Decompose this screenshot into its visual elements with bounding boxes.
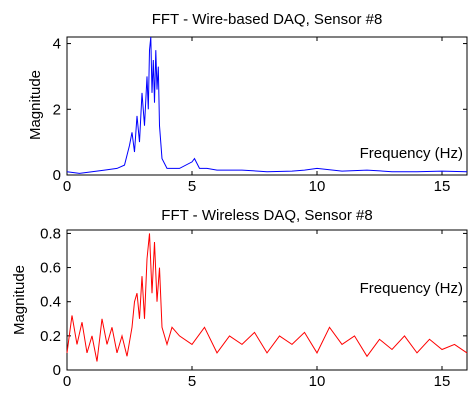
x-tick-label: 15: [434, 373, 451, 390]
y-axis-label: Magnitude: [27, 70, 44, 140]
y-tick-labels: 0 0.2 0.4 0.6 0.8: [40, 225, 467, 379]
x-axis-label: Frequency (Hz): [360, 280, 463, 297]
x-tick-label: 5: [188, 373, 196, 390]
y-tick-label: 0.4: [40, 294, 61, 311]
plot-area: [66, 229, 468, 371]
series-line: [66, 36, 468, 174]
plot-area: [66, 36, 468, 176]
x-tick-label: 10: [309, 373, 326, 390]
y-tick-label: 0.6: [40, 260, 61, 277]
y-tick-label: 0: [53, 167, 61, 184]
series-line: [66, 233, 468, 362]
y-axis-label: Magnitude: [11, 265, 28, 335]
chart-wireless: FFT - Wireless DAQ, Sensor #8 0 5 10 15 0 0.…: [11, 207, 468, 390]
x-tick-label: 10: [309, 178, 326, 195]
x-tick-labels: 0 5 10 15: [63, 230, 451, 390]
y-tick-label: 0: [53, 362, 61, 379]
chart-title: FFT - Wire-based DAQ, Sensor #8: [152, 11, 383, 28]
x-tick-labels: 0 5 10 15: [63, 37, 451, 195]
x-tick-label: 0: [63, 178, 71, 195]
x-tick-label: 5: [188, 178, 196, 195]
x-tick-label: 0: [63, 373, 71, 390]
y-tick-label: 4: [53, 36, 61, 53]
y-tick-label: 2: [53, 101, 61, 118]
y-tick-labels: 0 2 4: [53, 36, 467, 184]
chart-wire-based: FFT - Wire-based DAQ, Sensor #8 0 5 10 15 0…: [27, 11, 468, 195]
x-axis-label: Frequency (Hz): [360, 145, 463, 162]
x-tick-label: 15: [434, 178, 451, 195]
y-tick-label: 0.8: [40, 225, 61, 242]
y-tick-label: 0.2: [40, 328, 61, 345]
chart-title: FFT - Wireless DAQ, Sensor #8: [161, 207, 372, 224]
